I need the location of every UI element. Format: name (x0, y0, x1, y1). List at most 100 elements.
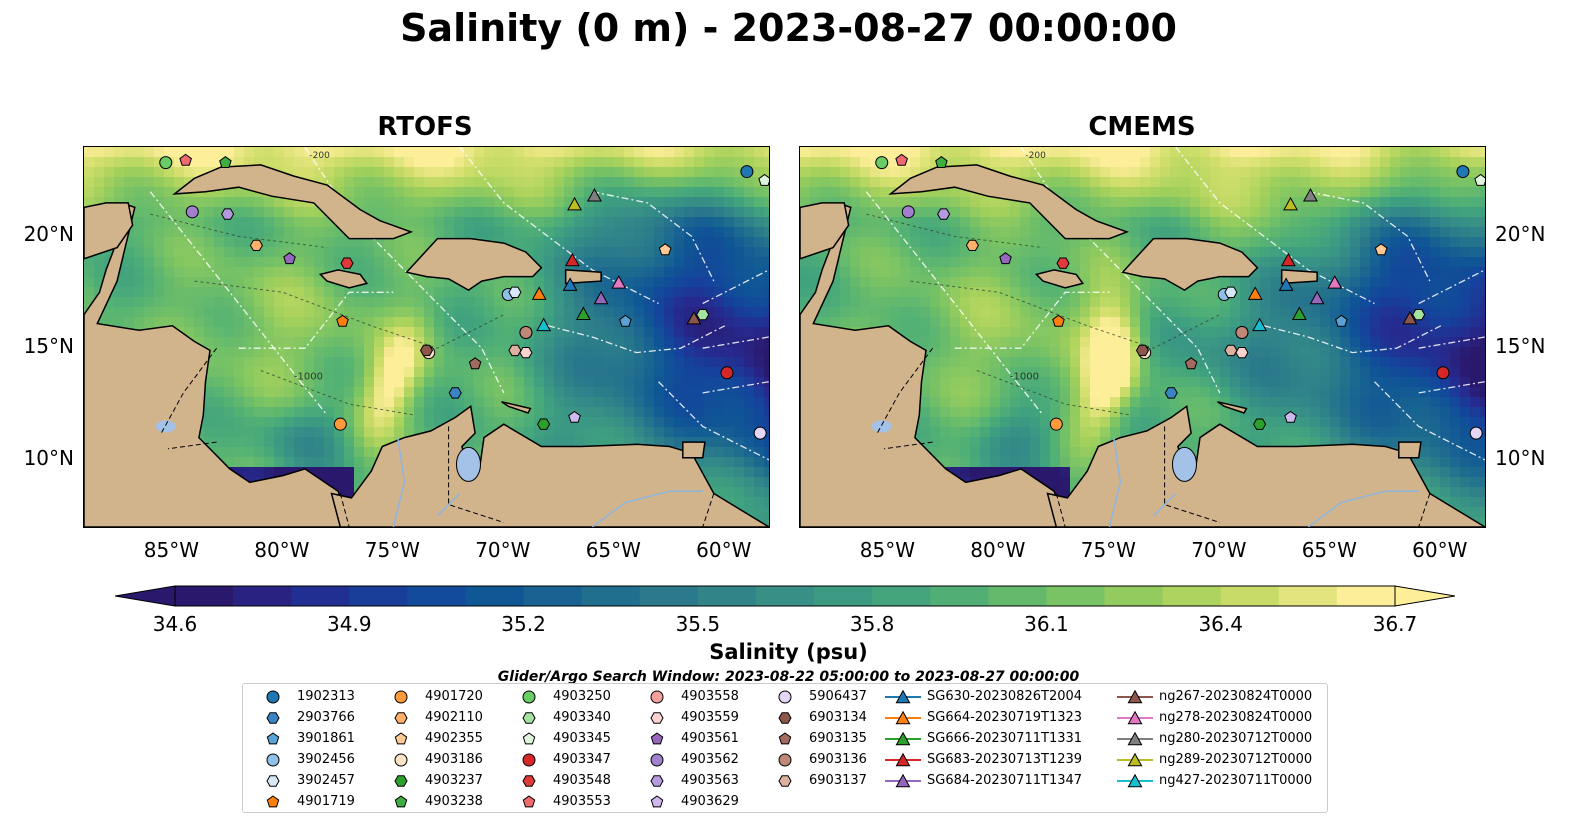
legend-marker (522, 732, 536, 745)
colorbar-segment (814, 586, 873, 606)
colorbar-segment (1220, 586, 1280, 606)
observation-markers (159, 153, 769, 440)
legend-marker (522, 775, 536, 787)
marker-4902110 (965, 239, 979, 251)
colorbar-tick-label: 36.7 (1372, 612, 1418, 636)
legend-marker (778, 753, 792, 767)
legend-label: ng289-20230712T0000 (1159, 752, 1313, 767)
legend-label: 4902355 (425, 731, 483, 746)
colorbar-segment (1278, 586, 1338, 606)
cmems-map: -1000 -200 (799, 146, 1486, 528)
marker-4903548 (1056, 257, 1070, 269)
colorbar-segment (872, 586, 931, 606)
legend-label: 4903559 (681, 710, 739, 725)
marker-SG683-20230713T1239 (564, 252, 580, 267)
marker-4903345 (758, 173, 769, 186)
legend-marker (778, 690, 792, 704)
axis-tick-label: 70°W (1191, 538, 1247, 562)
colorbar-segment (465, 586, 525, 606)
axis-tick-label: 80°W (254, 538, 310, 562)
axis-tick-label: 60°W (696, 538, 752, 562)
land-venezuelaIslands (1217, 401, 1248, 414)
legend-label: 4903561 (681, 731, 739, 746)
colorbar-segment (697, 586, 757, 606)
axis-tick-label: 85°W (859, 538, 915, 562)
legend-label: ng267-20230824T0000 (1159, 689, 1313, 704)
legend-label: 6903136 (809, 752, 867, 767)
marker-4903237 (537, 418, 551, 430)
legend-label: 4903553 (553, 794, 611, 809)
legend-marker (266, 732, 280, 745)
legend-marker (1127, 710, 1143, 725)
legend-label: 5906437 (809, 689, 867, 704)
colorbar-segment (581, 586, 641, 606)
legend-label: 4901719 (297, 794, 355, 809)
marker-ng278-20230824T0000 (611, 275, 627, 289)
marker-4903340 (696, 309, 710, 321)
legend-label: ng427-20230711T0000 (1159, 773, 1313, 788)
legend-label: 3902457 (297, 773, 355, 788)
legend-marker (650, 775, 664, 787)
legend-marker (266, 712, 280, 724)
marker-4903553 (895, 153, 908, 166)
axis-tick-label: 10°N (23, 445, 74, 470)
land-jamaica (1034, 269, 1085, 289)
marker-2903766 (1164, 387, 1178, 399)
legend-marker (650, 690, 664, 704)
legend-label: 4903238 (425, 794, 483, 809)
legend-label: SG683-20230713T1239 (927, 752, 1083, 767)
land-trinidad (682, 441, 706, 459)
legend-marker (650, 712, 664, 724)
marker-4903250 (159, 156, 173, 170)
colorbar-segment (1336, 586, 1396, 606)
rtofs-map: -1000 -200 (83, 146, 770, 528)
lake-nicaragua (155, 420, 176, 433)
axis-tick-label: 75°W (1080, 538, 1136, 562)
colorbar-segment (639, 586, 699, 606)
marker-ng280-20230712T0000 (586, 187, 602, 202)
legend-marker (1127, 773, 1143, 788)
marker-5906437 (753, 426, 767, 440)
legend-marker (394, 775, 408, 787)
marker-6903134 (419, 344, 434, 357)
legend-marker (778, 775, 792, 787)
colorbar-segment (523, 586, 583, 606)
legend-label: 4903562 (681, 752, 739, 767)
legend-label: 4903558 (681, 689, 739, 704)
marker-4903563 (221, 208, 235, 220)
colorbar-min-extend (115, 585, 176, 607)
land-puertoRico (1280, 269, 1318, 285)
axis-tick-label: 20°N (1495, 222, 1546, 247)
colorbar-label: Salinity (psu) (709, 640, 868, 664)
panel-title-rtofs: RTOFS (377, 112, 473, 142)
colorbar-segment (755, 586, 815, 606)
colorbar-tick-label: 35.5 (675, 612, 721, 636)
marker-6903135 (1184, 357, 1198, 370)
legend-marker (650, 753, 664, 767)
marker-ng267-20230824T0000 (686, 310, 702, 325)
marker-3901861 (619, 314, 632, 327)
land-yucatan (800, 202, 850, 260)
legend-marker (650, 795, 664, 808)
marker-2903766 (448, 387, 462, 399)
legend-label: 2903766 (297, 710, 355, 725)
axis-tick-label: 15°N (23, 334, 74, 359)
colorbar-max-extend (1394, 585, 1455, 607)
axis-tick-label: 70°W (475, 538, 531, 562)
legend-label: 4903340 (553, 710, 611, 725)
land-cuba (888, 164, 1130, 240)
marker-4901720 (1049, 417, 1063, 431)
colorbar (115, 585, 1455, 607)
marker-4903345 (1474, 173, 1485, 186)
axis-tick-label: 10°N (1495, 445, 1546, 470)
legend-marker (266, 753, 280, 767)
legend: 1902313 2903766 3901861 3902456 3902457 49017… (242, 683, 1328, 813)
axis-tick-label: 80°W (970, 538, 1026, 562)
legend-label: ng278-20230824T0000 (1159, 710, 1313, 725)
marker-4901720 (333, 417, 347, 431)
axis-tick-label: 85°W (143, 538, 199, 562)
legend-marker (778, 732, 792, 745)
marker-4903561 (999, 252, 1012, 265)
marker-6903134 (1135, 344, 1150, 357)
observation-markers (875, 153, 1485, 440)
